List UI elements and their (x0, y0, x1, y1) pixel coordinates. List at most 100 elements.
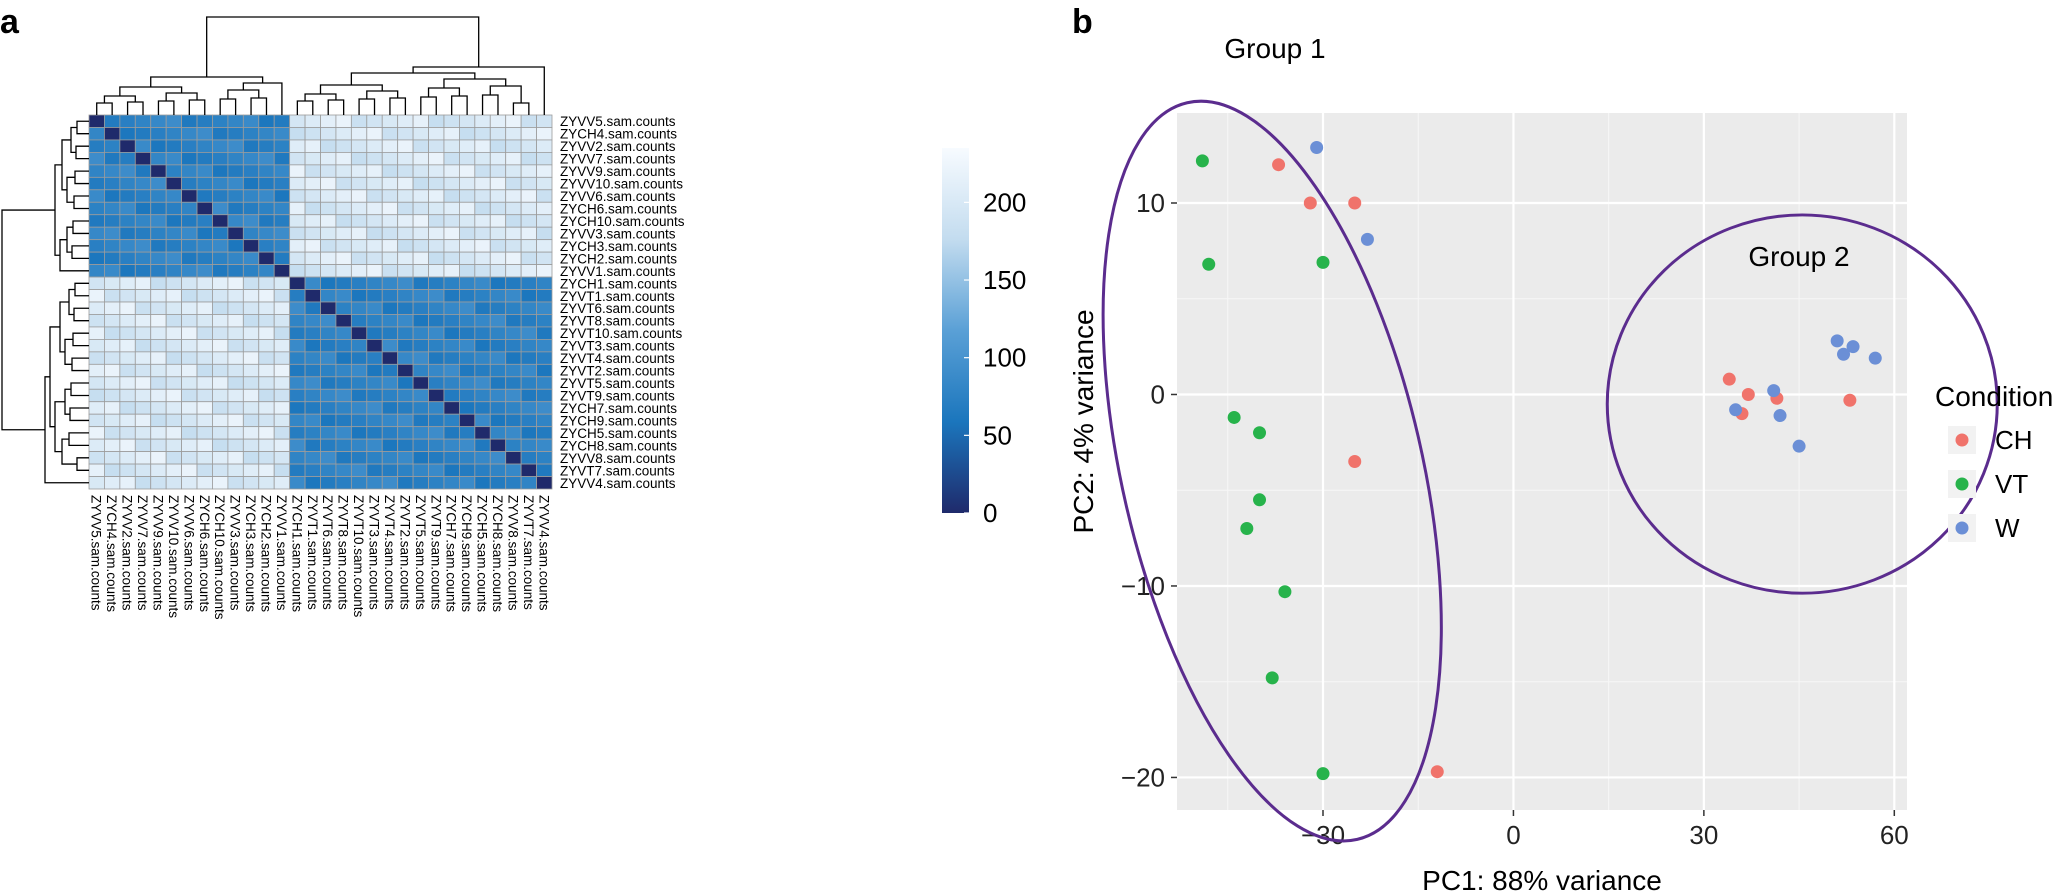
heatmap-cell (458, 214, 476, 228)
heatmap-cell (505, 363, 522, 378)
heatmap-cell (150, 264, 167, 278)
heatmap-cell (474, 376, 491, 390)
heatmap-cell (335, 164, 352, 178)
pca-point-W (1837, 347, 1851, 361)
heatmap-cell (304, 463, 321, 477)
heatmap-cell (366, 463, 383, 477)
heatmap-cell (505, 114, 522, 128)
pca-y-tick-label: −10 (1121, 571, 1165, 601)
heatmap-cell (335, 463, 352, 477)
heatmap-cell (227, 426, 244, 440)
heatmap-cell (258, 401, 275, 415)
heatmap-cell (227, 127, 244, 141)
heatmap-row-label: ZYCH9.sam.counts (560, 413, 677, 428)
heatmap-cell (536, 289, 553, 303)
heatmap-cell (196, 388, 213, 403)
heatmap-cell (119, 239, 136, 253)
heatmap-cell (212, 127, 229, 141)
heatmap-cell (165, 189, 183, 203)
heatmap-cell (104, 351, 121, 365)
heatmap-cell (381, 438, 399, 452)
heatmap-cell (412, 351, 429, 365)
heatmap-cell (258, 301, 275, 315)
heatmap-cell (381, 326, 399, 340)
heatmap-cell (397, 114, 414, 128)
heatmap-cell (474, 338, 491, 353)
heatmap-cell (320, 438, 337, 452)
heatmap-cell (196, 201, 213, 216)
heatmap-cell (428, 164, 445, 178)
heatmap-cell (119, 289, 136, 303)
heatmap-cell (505, 139, 522, 153)
heatmap-cell (536, 114, 553, 128)
heatmap-cell (489, 363, 507, 378)
heatmap-cell (381, 351, 399, 365)
heatmap-cell (273, 326, 291, 340)
heatmap-cell (428, 239, 445, 253)
heatmap-cell (412, 301, 429, 315)
heatmap-cell (150, 289, 167, 303)
heatmap-cell (505, 226, 522, 241)
heatmap-cell (320, 114, 337, 128)
heatmap-cell (181, 314, 198, 328)
heatmap-cell (212, 251, 229, 265)
heatmap-row-label: ZYVV8.sam.counts (560, 451, 676, 466)
heatmap-cell (227, 226, 244, 241)
heatmap-cell (520, 176, 537, 191)
heatmap-cell (443, 226, 460, 241)
heatmap-cell (104, 413, 121, 428)
heatmap-cell (443, 127, 460, 141)
heatmap-cell (119, 139, 136, 153)
heatmap-cell (458, 139, 476, 153)
heatmap-cell (458, 151, 476, 166)
heatmap-cell (428, 127, 445, 141)
colorbar-tick-label: 50 (983, 420, 1012, 450)
heatmap-cell (242, 351, 260, 365)
pca-point-CH (1843, 393, 1857, 407)
heatmap-cell (150, 226, 167, 241)
pca-legend-title: Condition (1935, 381, 2053, 412)
heatmap-cell (443, 413, 460, 428)
heatmap-cell (196, 276, 213, 290)
heatmap-cell (428, 338, 445, 353)
heatmap-cell (289, 476, 306, 490)
heatmap-cell (335, 376, 352, 390)
heatmap-cell (412, 426, 429, 440)
heatmap-cell (212, 114, 229, 128)
heatmap-cell (258, 426, 275, 440)
heatmap-cell (227, 239, 244, 253)
heatmap-column-label: ZYVT3.sam.counts (367, 495, 382, 610)
heatmap-cell (474, 239, 491, 253)
heatmap-cell (119, 451, 136, 465)
heatmap-cell (165, 226, 183, 241)
heatmap-cell (320, 276, 337, 290)
heatmap-cell (350, 413, 368, 428)
heatmap-cell (212, 289, 229, 303)
heatmap-cell (88, 276, 105, 290)
heatmap-cell (320, 314, 337, 328)
heatmap-cell (381, 276, 399, 290)
heatmap-cell (150, 164, 167, 178)
heatmap-cell (134, 276, 152, 290)
heatmap-cell (104, 363, 121, 378)
heatmap-cell (304, 127, 321, 141)
heatmap-cell (134, 239, 152, 253)
heatmap-cell (134, 426, 152, 440)
heatmap-cell (88, 351, 105, 365)
heatmap-cell (458, 426, 476, 440)
heatmap-cell (242, 289, 260, 303)
heatmap-cell (104, 426, 121, 440)
heatmap-cell (227, 201, 244, 216)
heatmap-cell (350, 264, 368, 278)
heatmap-cell (181, 301, 198, 315)
heatmap-cell (150, 176, 167, 191)
heatmap-cell (381, 301, 399, 315)
heatmap-cell (242, 363, 260, 378)
heatmap-cell (258, 201, 275, 216)
heatmap-cell (134, 189, 152, 203)
heatmap-cell (505, 289, 522, 303)
heatmap-cell (304, 214, 321, 228)
heatmap-cell (536, 351, 553, 365)
heatmap-cell (227, 301, 244, 315)
heatmap-cell (212, 426, 229, 440)
